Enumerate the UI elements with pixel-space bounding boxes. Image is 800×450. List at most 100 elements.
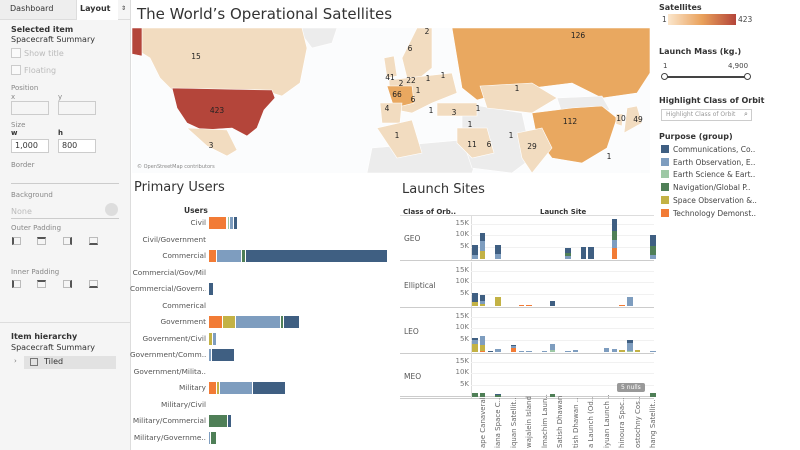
site-bar-segment[interactable]	[472, 340, 478, 344]
site-bar-segment[interactable]	[495, 348, 501, 352]
country-france[interactable]	[386, 85, 415, 109]
site-bar-segment[interactable]	[472, 343, 478, 352]
site-bar-segment[interactable]	[572, 350, 579, 352]
site-bar-segment[interactable]	[479, 303, 486, 306]
site-bar-segment[interactable]	[479, 350, 486, 352]
height-input[interactable]: 800	[58, 139, 96, 153]
border-dropdown[interactable]	[11, 172, 119, 184]
country-mexico[interactable]	[186, 127, 238, 157]
site-bar-segment[interactable]	[541, 351, 548, 352]
site-bar-segment[interactable]	[619, 349, 625, 352]
inner-padding-left[interactable]	[12, 280, 21, 288]
site-bar-segment[interactable]	[588, 247, 594, 259]
user-bar-segment[interactable]	[234, 217, 239, 229]
country-kazakhstan[interactable]	[479, 82, 558, 114]
site-bar-segment[interactable]	[526, 304, 532, 306]
site-bar-segment[interactable]	[611, 230, 617, 241]
user-bar-segment[interactable]	[211, 431, 218, 444]
country-usa[interactable]	[171, 87, 276, 137]
user-bar-segment[interactable]	[209, 415, 229, 427]
user-bar-segment[interactable]	[217, 382, 221, 394]
site-bar-segment[interactable]	[487, 350, 493, 352]
user-bar-segment[interactable]	[246, 250, 388, 262]
site-bar-segment[interactable]	[479, 250, 486, 259]
inner-padding-bottom[interactable]	[89, 280, 98, 288]
site-bar-segment[interactable]	[565, 253, 571, 256]
site-bar-segment[interactable]	[479, 295, 486, 302]
purpose-legend-item[interactable]: Navigation/Global P..	[673, 183, 751, 193]
user-bar-segment[interactable]	[227, 217, 229, 229]
nulls-badge[interactable]: 5 nulls	[617, 383, 645, 392]
user-bar-segment[interactable]	[209, 382, 218, 394]
user-bar-segment[interactable]	[242, 250, 247, 262]
user-bar-segment[interactable]	[217, 250, 243, 262]
purpose-legend-item[interactable]: Earth Observation, E..	[673, 157, 756, 167]
width-input[interactable]: 1,000	[11, 139, 49, 153]
site-bar-segment[interactable]	[510, 344, 517, 347]
user-bar-segment[interactable]	[209, 398, 210, 411]
site-bar-segment[interactable]	[611, 248, 617, 259]
user-bar-segment[interactable]	[228, 217, 231, 229]
purpose-legend-item[interactable]: Communications, Co..	[673, 145, 756, 154]
launch-mass-slider-track[interactable]	[665, 76, 748, 78]
site-bar-segment[interactable]	[650, 235, 656, 247]
site-bar-segment[interactable]	[472, 293, 478, 303]
site-bar-segment[interactable]	[611, 240, 617, 249]
outer-padding-top[interactable]	[37, 237, 46, 245]
site-bar-segment[interactable]	[479, 344, 486, 351]
site-bar-segment[interactable]	[603, 348, 610, 352]
site-bar-segment[interactable]	[627, 340, 633, 343]
user-bar-segment[interactable]	[220, 382, 254, 394]
user-bar-segment[interactable]	[253, 382, 286, 394]
country-russia[interactable]	[451, 28, 650, 101]
highlight-search-input[interactable]: Highlight Class of Orbit	[661, 109, 752, 121]
show-title-checkbox[interactable]	[11, 48, 21, 58]
country-algeria[interactable]	[376, 119, 423, 159]
user-bar-segment[interactable]	[230, 217, 235, 229]
country-saudi[interactable]	[456, 127, 495, 159]
user-bar-segment[interactable]	[209, 365, 210, 378]
site-bar-segment[interactable]	[549, 343, 555, 350]
user-bar-segment[interactable]	[212, 349, 236, 361]
user-bar-segment[interactable]	[209, 349, 213, 361]
site-bar-segment[interactable]	[650, 255, 656, 259]
user-bar-segment[interactable]	[283, 316, 300, 328]
site-bar-segment[interactable]	[479, 233, 486, 242]
tab-layout[interactable]: Layout	[76, 0, 118, 20]
site-bar-segment[interactable]	[549, 394, 555, 397]
site-bar-segment[interactable]	[479, 335, 486, 345]
user-bar-segment[interactable]	[228, 415, 233, 427]
user-bar-segment[interactable]	[209, 283, 215, 295]
position-x-input[interactable]	[11, 101, 49, 115]
site-bar-segment[interactable]	[549, 300, 555, 306]
site-bar-segment[interactable]	[495, 296, 501, 306]
site-bar-segment[interactable]	[611, 348, 617, 352]
site-bar-segment[interactable]	[650, 351, 656, 352]
site-bar-segment[interactable]	[479, 241, 486, 251]
position-y-input[interactable]	[58, 101, 96, 115]
site-bar-segment[interactable]	[627, 296, 633, 306]
site-bar-segment[interactable]	[472, 393, 478, 397]
user-bar-segment[interactable]	[209, 233, 210, 246]
country-japan[interactable]	[623, 105, 643, 134]
country-uk[interactable]	[383, 55, 398, 79]
site-bar-segment[interactable]	[627, 342, 633, 351]
site-bar-segment[interactable]	[526, 351, 532, 352]
site-bar-segment[interactable]	[518, 304, 524, 306]
country-korea[interactable]	[615, 113, 624, 127]
site-bar-segment[interactable]	[472, 244, 478, 256]
purpose-legend-item[interactable]: Earth Science & Eart..	[673, 170, 756, 180]
inner-padding-right[interactable]	[63, 280, 72, 288]
user-bar-segment[interactable]	[209, 266, 210, 279]
site-bar-segment[interactable]	[634, 350, 641, 352]
purpose-legend-item[interactable]: Space Observation &..	[673, 195, 757, 205]
country-india[interactable]	[516, 127, 553, 173]
outer-padding-right[interactable]	[63, 237, 72, 245]
site-bar-segment[interactable]	[518, 351, 524, 352]
user-bar-segment[interactable]	[209, 217, 228, 229]
background-value[interactable]: None	[11, 207, 32, 216]
outer-padding-bottom[interactable]	[89, 237, 98, 245]
user-bar-segment[interactable]	[280, 316, 284, 328]
site-bar-segment[interactable]	[549, 349, 555, 352]
site-bar-segment[interactable]	[650, 392, 656, 397]
